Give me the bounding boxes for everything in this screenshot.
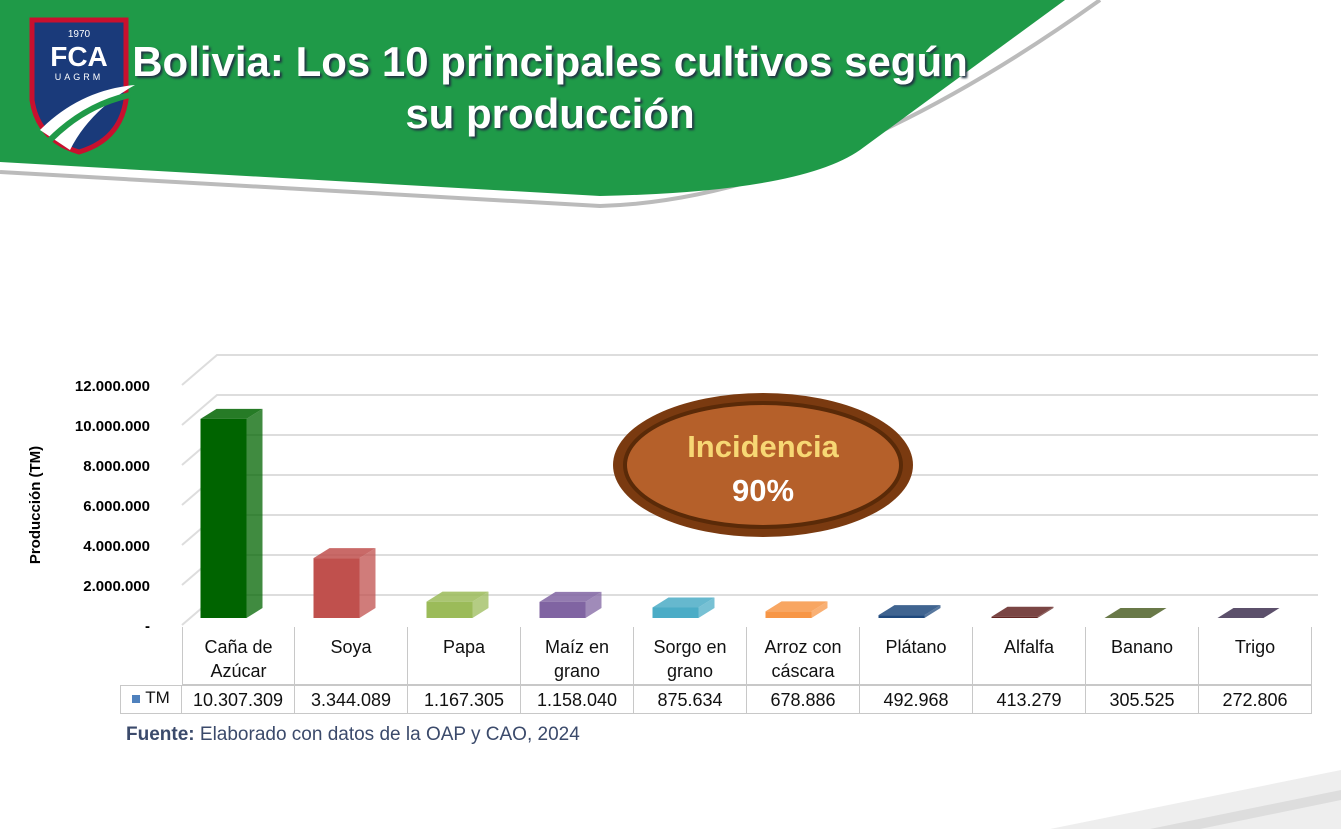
y-tick-label: 2.000.000 (83, 578, 150, 595)
annotation-title: Incidencia (687, 429, 839, 464)
bar (878, 615, 925, 618)
x-tick-label: Alfalfa (973, 627, 1086, 685)
logo-university: UAGRM (55, 72, 104, 82)
bar-top (426, 591, 489, 602)
bar (539, 601, 586, 618)
source-label: Fuente: (126, 724, 195, 745)
bar-side (472, 591, 489, 618)
y-tick-label: - (145, 618, 150, 635)
y-tick-label: 10.000.000 (75, 418, 150, 435)
y-tick-label: 12.000.000 (75, 378, 150, 395)
x-tick-label: Papa (408, 627, 521, 685)
grid-line (181, 354, 1318, 386)
bar (765, 611, 812, 618)
bar-top (878, 605, 941, 616)
x-tick-label: Banano (1086, 627, 1199, 685)
bar-side (811, 601, 828, 618)
bar-top (1217, 608, 1280, 618)
value-label: 1.158.040 (521, 685, 634, 714)
bar-top (200, 408, 263, 419)
bar-top (652, 597, 715, 608)
x-tick-label: Maíz en grano (521, 627, 634, 685)
y-tick-label: 8.000.000 (83, 458, 150, 475)
bar-top (765, 601, 828, 612)
logo: 1970 FCA UAGRM (29, 17, 135, 155)
legend-cell: TM (120, 685, 182, 714)
bar-side (585, 591, 602, 618)
value-label: 413.279 (973, 685, 1086, 714)
annotation: Incidencia 90% (613, 393, 913, 537)
logo-name: FCA (50, 41, 108, 72)
y-tick-label: 4.000.000 (83, 538, 150, 555)
bar-side (924, 605, 941, 618)
bar-top (313, 548, 376, 559)
x-tick-label: Caña de Azúcar (182, 627, 295, 685)
source: Fuente: Elaborado con datos de la OAP y … (126, 724, 580, 746)
value-label: 875.634 (634, 685, 747, 714)
x-tick-label: Sorgo en grano (634, 627, 747, 685)
bar-top (991, 606, 1054, 617)
value-label: 678.886 (747, 685, 860, 714)
bar-side (359, 548, 376, 618)
y-tick-label: 6.000.000 (83, 498, 150, 515)
bar (426, 601, 473, 618)
x-tick-label: Soya (295, 627, 408, 685)
plot: - 2.000.000 4.000.000 6.000.000 8.000.000 10.… (75, 354, 1318, 635)
x-tick-label: Arroz con cáscara (747, 627, 860, 685)
bar (991, 616, 1038, 618)
value-label: 305.525 (1086, 685, 1199, 714)
bar-side (698, 597, 715, 618)
legend-swatch (132, 695, 141, 703)
value-label: 1.167.305 (408, 685, 521, 714)
grid-line (181, 394, 1318, 426)
decor (1150, 790, 1341, 829)
value-label: 272.806 (1199, 685, 1312, 714)
value-label: 3.344.089 (295, 685, 408, 714)
bar (200, 418, 247, 618)
x-tick-label: Plátano (860, 627, 973, 685)
value-label: 10.307.309 (182, 685, 295, 714)
legend-label: TM (145, 688, 170, 707)
annotation-value: 90% (732, 473, 794, 508)
bar (652, 607, 699, 618)
bar-side (1037, 606, 1054, 618)
y-axis-label: Producción (TM) (27, 446, 44, 564)
source-text: Elaborado con datos de la OAP y CAO, 202… (199, 724, 580, 745)
x-tick-label: Trigo (1199, 627, 1312, 685)
bar (313, 558, 360, 618)
title: Bolivia: Los 10 principales cultivos seg… (132, 38, 968, 137)
bar-top (539, 591, 602, 602)
header-band (0, 0, 1065, 196)
value-label: 492.968 (860, 685, 973, 714)
bar-side (246, 408, 263, 618)
bar-top (1104, 608, 1167, 618)
logo-year: 1970 (68, 29, 91, 40)
